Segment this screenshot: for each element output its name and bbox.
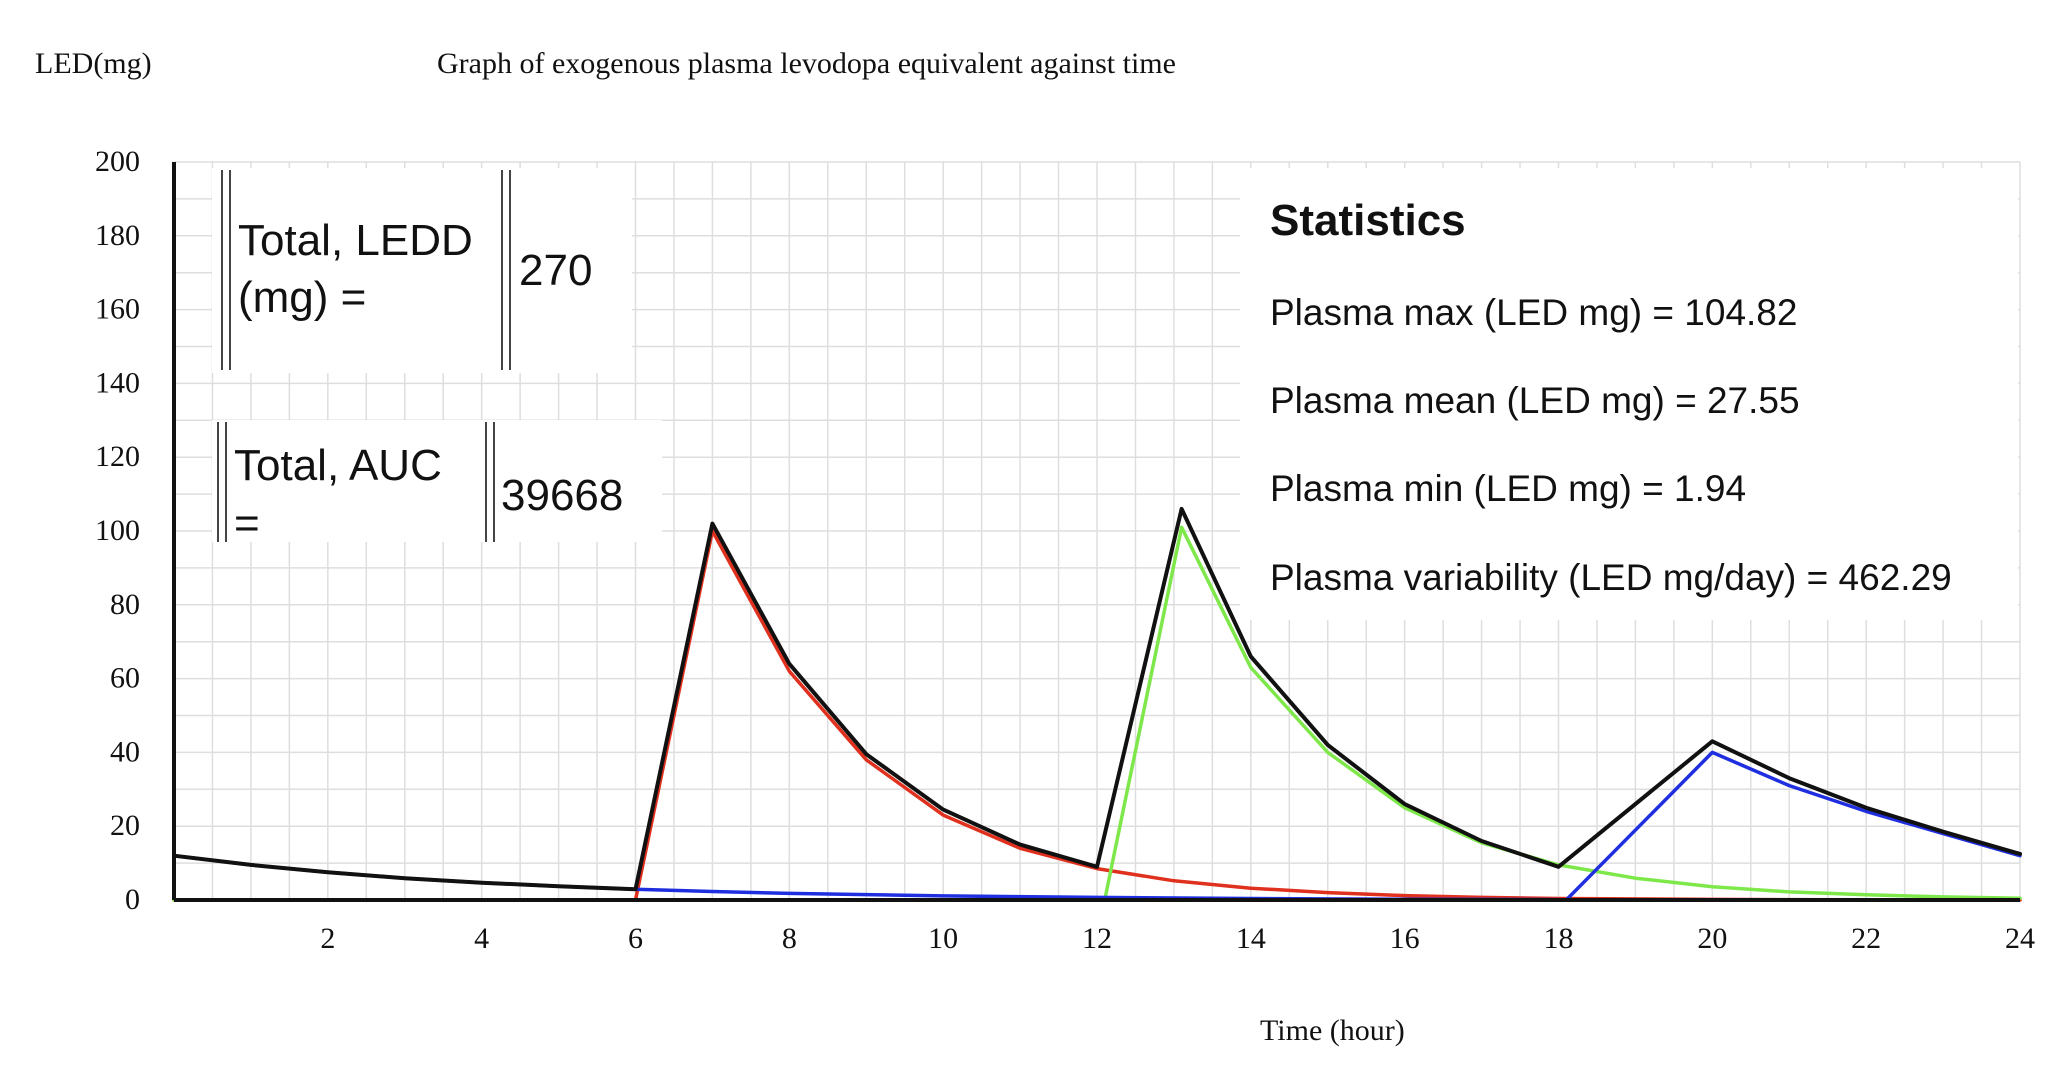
y-axis-label: LED(mg) — [35, 47, 152, 80]
y-tick-label: 120 — [95, 440, 140, 473]
x-tick-labels: 2 4 6 8 10 12 14 16 18 20 22 24 — [320, 922, 2035, 955]
stat-plasma-mean: Plasma mean (LED mg) = 27.55 — [1270, 380, 1800, 421]
y-tick-label: 180 — [95, 219, 140, 252]
x-tick-label: 20 — [1697, 922, 1727, 955]
y-tick-label: 0 — [125, 883, 140, 916]
chart-title: Graph of exogenous plasma levodopa equiv… — [437, 47, 1176, 80]
y-tick-label: 60 — [110, 662, 140, 695]
auc-label-line1: Total, AUC — [234, 441, 442, 490]
x-tick-label: 22 — [1851, 922, 1881, 955]
x-tick-label: 16 — [1390, 922, 1420, 955]
y-tick-label: 100 — [95, 514, 140, 547]
y-tick-label: 80 — [110, 588, 140, 621]
ledd-box: Total, LEDD (mg) = 270 — [212, 168, 632, 373]
y-tick-label: 140 — [95, 366, 140, 399]
x-tick-label: 12 — [1082, 922, 1112, 955]
auc-label-line2: = — [234, 499, 260, 548]
x-axis-label: Time (hour) — [1260, 1014, 1405, 1047]
statistics-panel: Statistics Plasma max (LED mg) = 104.82 … — [1240, 168, 2018, 620]
stat-plasma-min: Plasma min (LED mg) = 1.94 — [1270, 468, 1746, 509]
ledd-label-line1: Total, LEDD — [238, 216, 473, 265]
x-tick-label: 6 — [628, 922, 643, 955]
ledd-label-line2: (mg) = — [238, 273, 366, 322]
y-tick-label: 160 — [95, 293, 140, 326]
x-tick-label: 14 — [1236, 922, 1266, 955]
auc-value: 39668 — [501, 471, 623, 520]
y-tick-labels: 0 20 40 60 80 100 120 140 160 180 200 — [95, 145, 140, 916]
ledd-value: 270 — [519, 246, 592, 295]
x-tick-label: 2 — [320, 922, 335, 955]
x-tick-label: 18 — [1544, 922, 1574, 955]
auc-box: Total, AUC = 39668 — [212, 420, 662, 548]
statistics-heading: Statistics — [1270, 196, 1466, 245]
x-tick-label: 24 — [2005, 922, 2035, 955]
stat-plasma-variability: Plasma variability (LED mg/day) = 462.29 — [1270, 557, 1952, 598]
y-tick-label: 200 — [95, 145, 140, 178]
stat-plasma-max: Plasma max (LED mg) = 104.82 — [1270, 292, 1797, 333]
x-tick-label: 4 — [474, 922, 489, 955]
x-tick-label: 8 — [782, 922, 797, 955]
y-tick-label: 40 — [110, 735, 140, 768]
x-tick-label: 10 — [928, 922, 958, 955]
y-tick-label: 20 — [110, 809, 140, 842]
series-line-4 — [172, 506, 2022, 892]
